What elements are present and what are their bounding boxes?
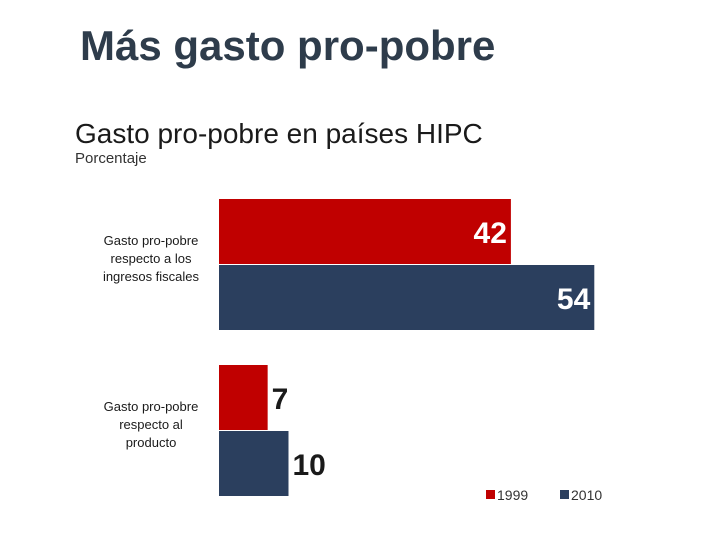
legend-label-1999: 1999 (497, 487, 528, 503)
value-label: 42 (474, 217, 507, 250)
legend-swatch-1999 (486, 490, 495, 499)
chart-title: Gasto pro-pobre en países HIPC (75, 118, 483, 149)
legend-swatch-2010 (560, 490, 569, 499)
category-label: Gasto pro-pobre respecto al producto (104, 399, 199, 450)
value-label: 10 (293, 449, 326, 482)
bar-1999-1 (219, 199, 511, 264)
value-label: 54 (557, 283, 591, 316)
value-label: 7 (272, 383, 289, 416)
legend-label-2010: 2010 (571, 487, 602, 503)
category-label: Gasto pro-pobre respecto a los ingresos fi… (103, 233, 200, 284)
bar-1999-2 (219, 365, 268, 430)
slide-title: Más gasto pro-pobre (80, 22, 496, 69)
bar-2010-2 (219, 431, 289, 496)
bar-2010-1 (219, 265, 595, 330)
chart-subtitle: Porcentaje (75, 150, 147, 167)
